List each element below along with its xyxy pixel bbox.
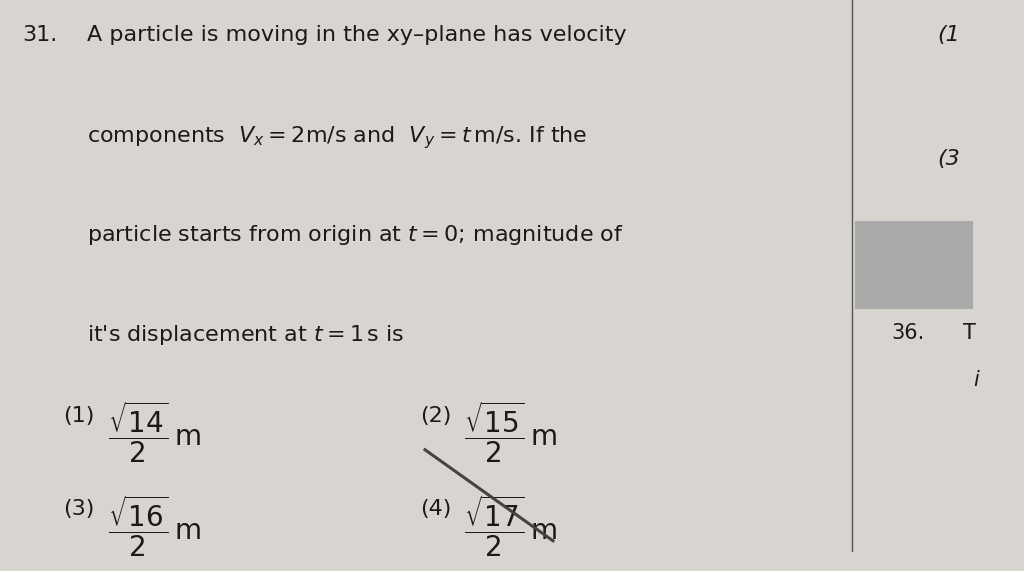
Text: 36.: 36. <box>891 323 924 343</box>
Text: A particle is moving in the xy–plane has velocity: A particle is moving in the xy–plane has… <box>87 25 627 45</box>
Text: 31.: 31. <box>23 25 57 45</box>
Text: components  $V_x = 2\mathrm{m/s}$ and  $V_y = t\,\mathrm{m/s}$. If the: components $V_x = 2\mathrm{m/s}$ and $V_… <box>87 124 588 151</box>
Text: (1): (1) <box>63 405 95 425</box>
Text: (1: (1 <box>937 25 959 45</box>
Text: $\dfrac{\sqrt{16}}{2}\,\mathrm{m}$: $\dfrac{\sqrt{16}}{2}\,\mathrm{m}$ <box>108 494 201 559</box>
Text: (3: (3 <box>937 149 959 169</box>
Text: $\dfrac{\sqrt{14}}{2}\,\mathrm{m}$: $\dfrac{\sqrt{14}}{2}\,\mathrm{m}$ <box>108 400 201 465</box>
Text: $\dfrac{\sqrt{15}}{2}\,\mathrm{m}$: $\dfrac{\sqrt{15}}{2}\,\mathrm{m}$ <box>464 400 557 465</box>
Text: (2): (2) <box>420 405 452 425</box>
Text: (4): (4) <box>420 500 452 520</box>
Text: (3): (3) <box>63 500 95 520</box>
Text: T: T <box>963 323 976 343</box>
Text: particle starts from origin at $t = 0$; magnitude of: particle starts from origin at $t = 0$; … <box>87 223 624 247</box>
Text: it's displacement at $t = 1\,\mathrm{s}$ is: it's displacement at $t = 1\,\mathrm{s}$… <box>87 323 404 347</box>
Bar <box>855 221 973 309</box>
Text: $\dfrac{\sqrt{17}}{2}\,\mathrm{m}$: $\dfrac{\sqrt{17}}{2}\,\mathrm{m}$ <box>464 494 557 559</box>
Text: i: i <box>973 369 979 390</box>
